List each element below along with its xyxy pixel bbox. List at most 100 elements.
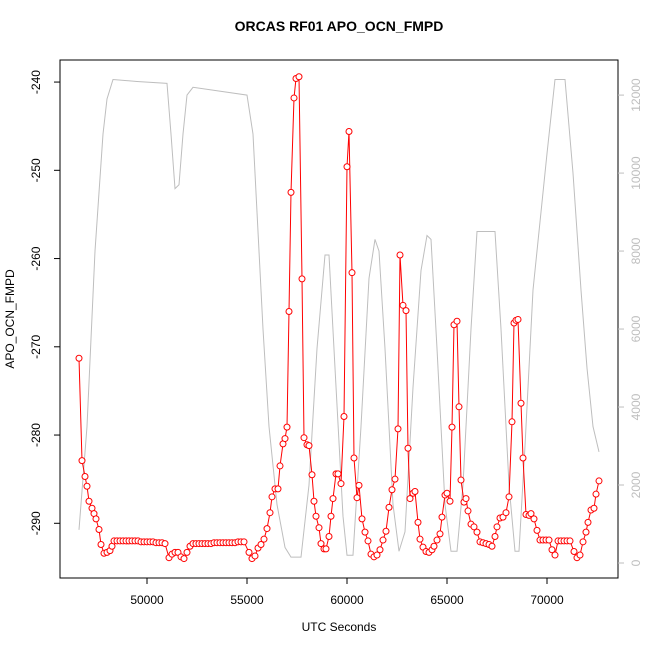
data-point (595, 477, 603, 485)
chart-title: ORCAS RF01 APO_OCN_FMPD (235, 18, 444, 34)
data-point (488, 542, 496, 550)
data-point (281, 435, 289, 443)
data-point (379, 536, 387, 544)
series-line (78, 78, 600, 558)
data-point (315, 524, 323, 532)
data-point (268, 493, 276, 501)
data-point (576, 551, 584, 559)
data-point (551, 551, 559, 559)
data-point (430, 542, 438, 550)
data-point (260, 535, 268, 543)
y2-tick-label: 8000 (629, 237, 643, 264)
data-point (343, 163, 351, 171)
data-point (263, 525, 271, 533)
data-point (545, 536, 553, 544)
y2-tick-label: 4000 (629, 393, 643, 420)
y-tick-label: -280 (29, 423, 43, 447)
data-point (493, 523, 501, 531)
data-point (266, 509, 274, 517)
data-point (462, 495, 470, 503)
data-point (533, 526, 541, 534)
data-point (358, 515, 366, 523)
data-point (394, 425, 402, 433)
data-point (491, 533, 499, 541)
data-point (404, 444, 412, 452)
data-point (298, 275, 306, 283)
data-point (274, 485, 282, 493)
data-point (276, 462, 284, 470)
y-tick-label: -240 (29, 70, 43, 94)
data-point (361, 528, 369, 536)
data-point (295, 73, 303, 81)
data-point (257, 540, 265, 548)
data-point (290, 94, 298, 102)
data-point (310, 497, 318, 505)
data-point (455, 403, 463, 411)
data-point (453, 317, 461, 325)
data-point (245, 548, 253, 556)
data-point (402, 307, 410, 315)
x-tick-label: 55000 (230, 593, 264, 607)
data-point (582, 528, 590, 536)
data-point (325, 533, 333, 541)
x-tick-label: 65000 (430, 593, 464, 607)
data-point (183, 548, 191, 556)
data-point (416, 535, 424, 543)
data-point (385, 503, 393, 511)
data-point (443, 489, 451, 497)
y2-tick-label: 12000 (629, 78, 643, 112)
data-point (414, 518, 422, 526)
y-tick-label: -260 (29, 246, 43, 270)
data-point (508, 418, 516, 426)
data-point (83, 482, 91, 490)
data-point (514, 315, 522, 323)
plot-frame (59, 59, 619, 579)
data-point (95, 525, 103, 533)
data-point (350, 454, 358, 462)
data-point (388, 486, 396, 494)
data-point (85, 497, 93, 505)
data-point (312, 512, 320, 520)
data-point (464, 507, 472, 515)
data-point (436, 530, 444, 538)
data-point (527, 510, 535, 518)
y2-tick-label: 10000 (629, 156, 643, 190)
data-point (340, 413, 348, 421)
data-point (92, 515, 100, 523)
data-point (566, 537, 574, 545)
data-point (287, 188, 295, 196)
data-point (355, 481, 363, 489)
data-point (433, 536, 441, 544)
data-point (584, 518, 592, 526)
data-point (334, 470, 342, 478)
data-point (283, 423, 291, 431)
data-point (502, 509, 510, 517)
data-point (519, 454, 527, 462)
data-point (317, 540, 325, 548)
y2-tick-label: 0 (629, 559, 643, 566)
data-point (180, 555, 188, 563)
data-point (530, 515, 538, 523)
y-axis-title: APO_OCN_FMPD (3, 269, 17, 369)
y-tick-label: -270 (29, 334, 43, 358)
data-point (285, 307, 293, 315)
data-point (300, 434, 308, 442)
data-point (411, 488, 419, 496)
y2-tick-label: 2000 (629, 471, 643, 498)
data-point (329, 495, 337, 503)
data-point (590, 504, 598, 512)
y-tick-label: -250 (29, 158, 43, 182)
data-point (548, 546, 556, 554)
data-point (78, 457, 86, 465)
data-point (348, 269, 356, 277)
x-tick-label: 50000 (130, 593, 164, 607)
y2-tick-label: 6000 (629, 315, 643, 342)
data-point (570, 548, 578, 556)
data-point (373, 551, 381, 559)
x-tick-label: 70000 (530, 593, 564, 607)
data-point (337, 480, 345, 488)
data-point (592, 490, 600, 498)
data-point (470, 523, 478, 531)
data-point (457, 476, 465, 484)
